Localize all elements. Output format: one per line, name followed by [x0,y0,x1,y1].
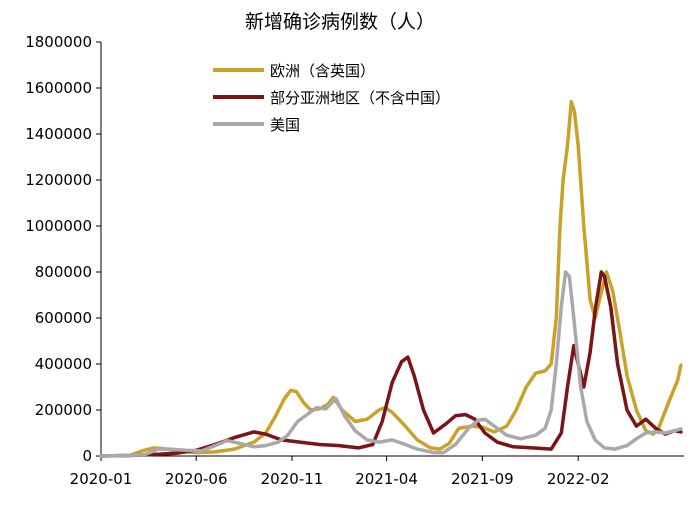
axes: 0 200000 400000 600000 800000 1000000 1200000 1… [25,33,684,488]
y-tick-label: 400000 [35,355,92,373]
x-tick-label: 2022-02 [547,470,610,488]
x-tick-label: 2020-11 [261,470,324,488]
series-line-1 [99,270,683,458]
x-tick-label: 2021-04 [355,470,418,488]
y-tick-label: 1000000 [25,217,92,235]
y-tick-label: 200000 [35,401,92,419]
y-tick-label: 1800000 [25,33,92,51]
x-tick-label: 2020-06 [165,470,228,488]
y-tick-label: 0 [82,447,92,465]
chart-title: 新增确诊病例数（人） [245,11,435,33]
legend-label-0: 欧洲（含英国） [270,62,375,80]
y-tick-label: 1200000 [25,171,92,189]
series-lines [99,100,683,458]
y-tick-label: 1600000 [25,79,92,97]
legend: 欧洲（含英国） 部分亚洲地区（不含中国） 美国 [213,62,450,134]
y-tick-label: 1400000 [25,125,92,143]
y-tick-label: 600000 [35,309,92,327]
x-tick-label: 2020-01 [70,470,133,488]
series-line-2 [99,270,683,458]
x-tick-label: 2021-09 [451,470,514,488]
legend-label-1: 部分亚洲地区（不含中国） [270,89,450,107]
series-line-0 [99,100,683,458]
y-tick-label: 800000 [35,263,92,281]
legend-label-2: 美国 [270,116,300,134]
